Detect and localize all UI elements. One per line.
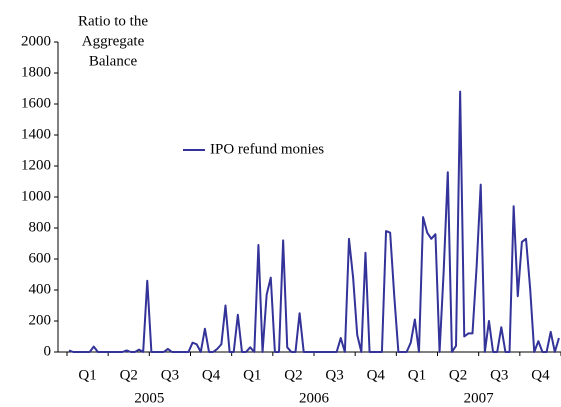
y-tick-label: 800 xyxy=(29,219,52,235)
y-tick-label: 1600 xyxy=(21,95,51,111)
y-tick-label: 200 xyxy=(29,312,52,328)
y-tick-label: 400 xyxy=(29,281,52,297)
x-group-label: 2007 xyxy=(464,390,495,406)
y-tick-label: 1200 xyxy=(21,157,51,173)
x-tick-label: Q4 xyxy=(367,367,386,383)
x-tick-label: Q1 xyxy=(408,367,426,383)
y-tick-label: 1400 xyxy=(21,126,51,142)
x-tick-label: Q2 xyxy=(284,367,302,383)
y-axis-title: Balance xyxy=(89,53,138,69)
y-tick-label: 600 xyxy=(29,250,52,266)
x-tick-label: Q1 xyxy=(243,367,261,383)
y-tick-label: 1800 xyxy=(21,64,51,80)
y-tick-label: 0 xyxy=(44,343,52,359)
x-group-label: 2006 xyxy=(299,390,330,406)
x-tick-label: Q3 xyxy=(490,367,508,383)
data-line xyxy=(68,90,560,353)
y-tick-label: 2000 xyxy=(21,33,51,49)
x-tick-label: Q4 xyxy=(202,367,221,383)
x-tick-label: Q1 xyxy=(78,367,96,383)
x-tick-label: Q2 xyxy=(120,367,138,383)
x-tick-label: Q3 xyxy=(325,367,343,383)
x-tick-label: Q4 xyxy=(531,367,550,383)
y-tick-label: 1000 xyxy=(21,188,51,204)
x-tick-label: Q3 xyxy=(161,367,179,383)
legend-label: IPO refund monies xyxy=(210,141,324,157)
x-group-label: 2005 xyxy=(134,390,164,406)
y-axis-title: Aggregate xyxy=(82,33,145,49)
x-tick-label: Q2 xyxy=(449,367,467,383)
y-axis-title: Ratio to the xyxy=(78,13,148,29)
